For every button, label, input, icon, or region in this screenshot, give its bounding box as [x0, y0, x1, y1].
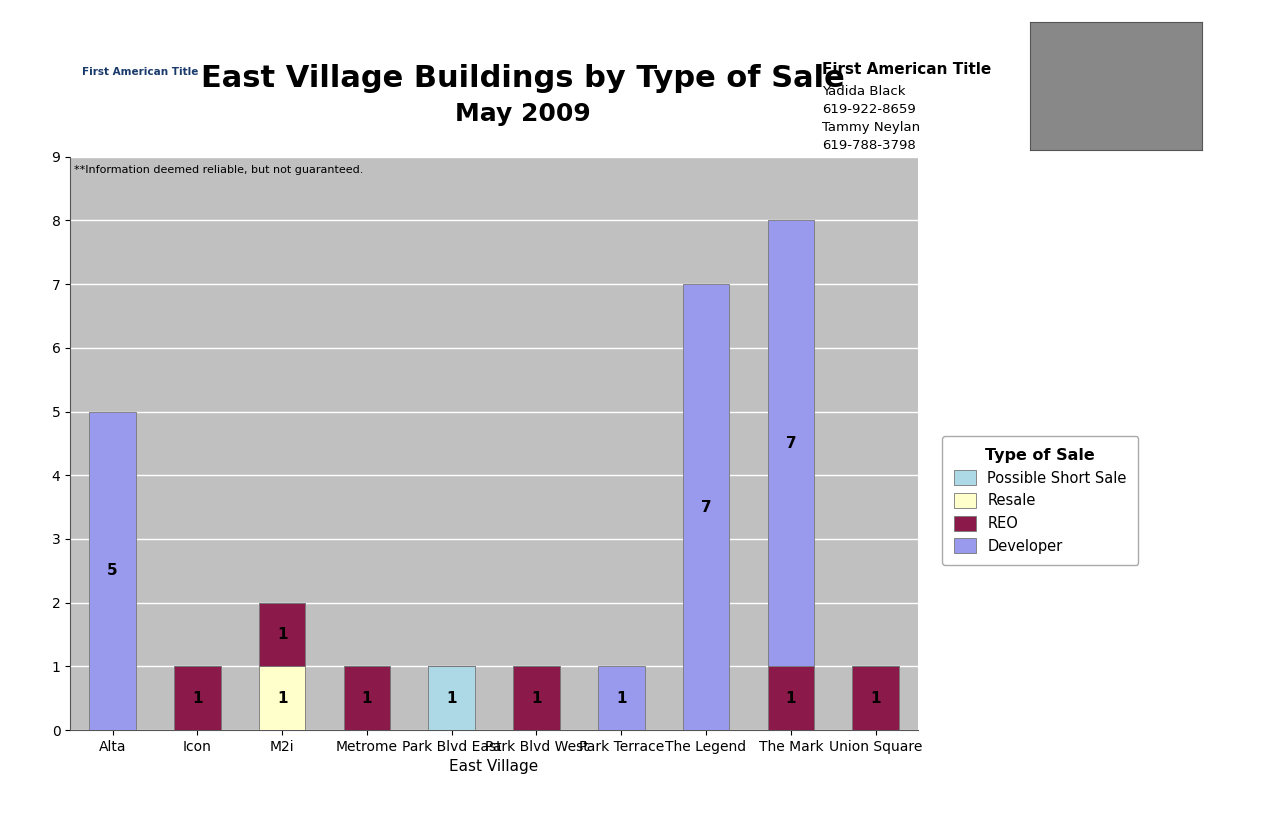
Bar: [259, 667, 306, 730]
Text: 1: 1: [616, 691, 626, 705]
Text: 619-788-3798: 619-788-3798: [822, 139, 917, 153]
Bar: [768, 667, 815, 730]
Text: 7: 7: [785, 436, 796, 451]
Text: May 2009: May 2009: [455, 101, 590, 126]
Bar: [768, 220, 815, 667]
Text: 1: 1: [193, 691, 203, 705]
Text: 1: 1: [785, 691, 796, 705]
Bar: [513, 667, 560, 730]
Text: 1: 1: [532, 691, 542, 705]
Bar: [259, 603, 306, 667]
Text: Yadida Black: Yadida Black: [822, 85, 905, 98]
Text: 619-922-8659: 619-922-8659: [822, 103, 917, 116]
Text: 1: 1: [871, 691, 881, 705]
Text: 1: 1: [277, 627, 287, 642]
Bar: [343, 667, 390, 730]
Bar: [428, 667, 476, 730]
Text: 5: 5: [107, 563, 117, 578]
Bar: [598, 667, 645, 730]
Bar: [173, 667, 221, 730]
X-axis label: East Village: East Village: [450, 759, 538, 775]
Text: First American Title: First American Title: [822, 62, 992, 77]
Text: 1: 1: [362, 691, 372, 705]
Text: Tammy Neylan: Tammy Neylan: [822, 121, 921, 134]
Text: East Village Buildings by Type of Sale: East Village Buildings by Type of Sale: [201, 64, 844, 93]
Bar: [852, 667, 899, 730]
Text: 1: 1: [446, 691, 456, 705]
Text: 7: 7: [701, 500, 711, 515]
Bar: [89, 412, 136, 730]
Legend: Possible Short Sale, Resale, REO, Developer: Possible Short Sale, Resale, REO, Develo…: [942, 436, 1139, 565]
Text: First American Title: First American Title: [82, 67, 199, 78]
Text: **Information deemed reliable, but not guaranteed.: **Information deemed reliable, but not g…: [74, 165, 363, 176]
Text: 1: 1: [277, 691, 287, 705]
Bar: [682, 284, 729, 730]
